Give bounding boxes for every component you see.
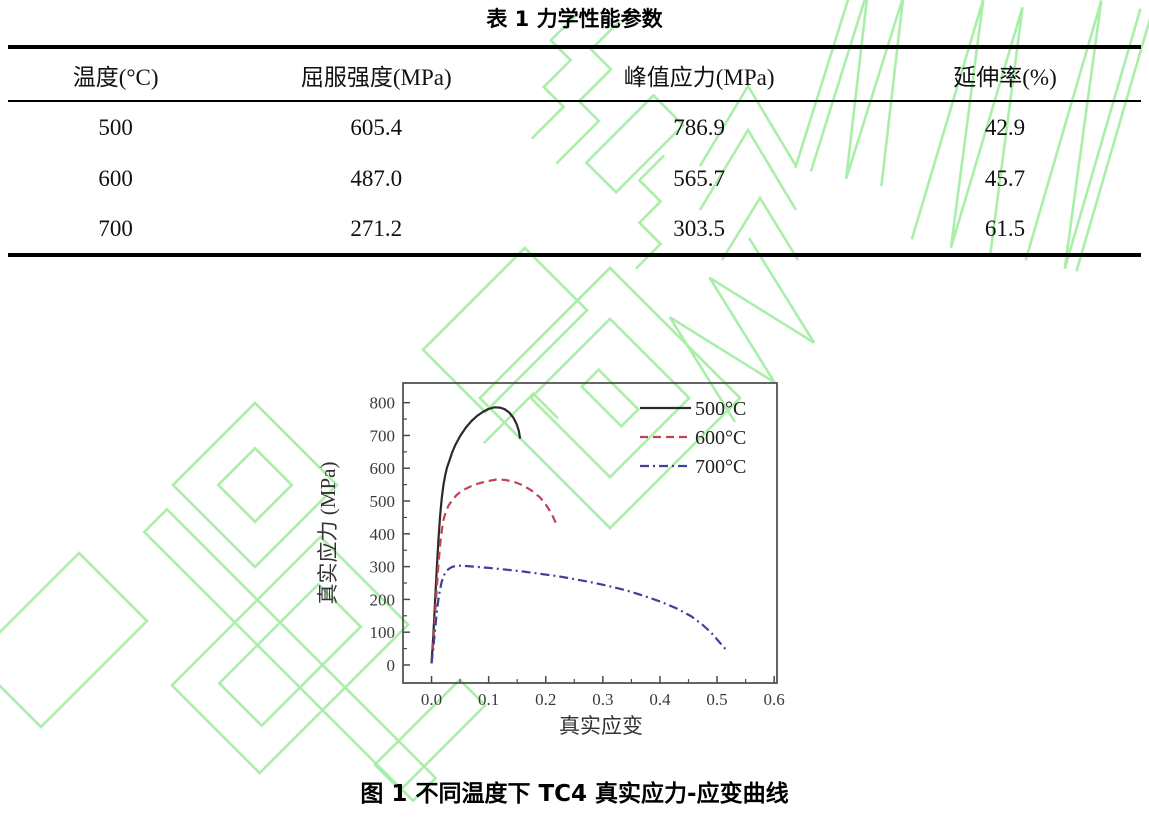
cell-peak-stress: 303.5 bbox=[673, 215, 725, 241]
cell-temperature: 600 bbox=[98, 165, 133, 191]
figure-caption: 图 1 不同温度下 TC4 真实应力-应变曲线 bbox=[360, 781, 789, 807]
legend-label: 500°C bbox=[695, 398, 746, 420]
cell-yield-strength: 271.2 bbox=[350, 215, 403, 241]
x-tick-label: 0.0 bbox=[421, 690, 442, 709]
stress-strain-chart: 0.0 0.1 0.2 0.3 0.4 0.5 0.6 0 100 200 300 400 500 600… bbox=[303, 373, 813, 773]
y-axis-label: 真实应力 (MPa) bbox=[316, 462, 340, 605]
x-tick-label: 0.3 bbox=[592, 690, 613, 709]
cell-elongation: 45.7 bbox=[984, 165, 1026, 191]
series-curve-700°C bbox=[430, 564, 727, 664]
cell-temperature: 700 bbox=[98, 215, 133, 241]
x-tick-label: 0.2 bbox=[535, 690, 556, 709]
cell-peak-stress: 565.7 bbox=[673, 165, 725, 191]
y-tick-label: 0 bbox=[387, 656, 396, 675]
cell-yield-strength: 487.0 bbox=[350, 165, 403, 191]
cell-elongation: 61.5 bbox=[984, 215, 1026, 241]
cell-yield-strength: 605.4 bbox=[350, 114, 403, 140]
y-tick-label: 700 bbox=[370, 426, 396, 445]
x-tick-label: 0.6 bbox=[764, 690, 785, 709]
y-tick-label: 400 bbox=[370, 525, 396, 544]
table-rule-bottom bbox=[8, 253, 1141, 257]
column-header-temperature: 温度(°C) bbox=[72, 64, 159, 90]
y-tick-label: 800 bbox=[370, 394, 396, 413]
table-row: 600 487.0 565.7 45.7 bbox=[8, 153, 1141, 204]
cell-peak-stress: 786.9 bbox=[673, 114, 725, 140]
x-tick-label: 0.4 bbox=[649, 690, 671, 709]
x-tick-label: 0.5 bbox=[706, 690, 727, 709]
y-tick-label: 300 bbox=[370, 558, 396, 577]
cell-elongation: 42.9 bbox=[984, 114, 1026, 140]
y-tick-label: 200 bbox=[370, 590, 396, 609]
legend-label: 600°C bbox=[695, 427, 746, 449]
column-header-peak-stress: 峰值应力(MPa) bbox=[623, 64, 775, 90]
table-row: 500 605.4 786.9 42.9 bbox=[8, 102, 1141, 153]
chart-canvas: 0.0 0.1 0.2 0.3 0.4 0.5 0.6 0 100 200 300 400 500 600… bbox=[316, 382, 785, 738]
y-tick-label: 600 bbox=[370, 459, 396, 478]
series-curve-500°C bbox=[430, 406, 522, 664]
y-tick-label: 100 bbox=[370, 623, 396, 642]
table-header-row: 温度(°C) 屈服强度(MPa) 峰值应力(MPa) 延伸率(%) bbox=[8, 49, 1141, 100]
series-curve-600°C bbox=[430, 478, 560, 664]
legend-label: 700°C bbox=[695, 456, 746, 478]
column-header-elongation: 延伸率(%) bbox=[953, 64, 1057, 90]
column-header-yield-strength: 屈服强度(MPa) bbox=[300, 64, 452, 90]
table-row: 700 271.2 303.5 61.5 bbox=[8, 204, 1141, 253]
cell-temperature: 500 bbox=[98, 114, 133, 140]
x-axis-label: 真实应变 bbox=[559, 714, 643, 738]
x-tick-label: 0.1 bbox=[478, 690, 499, 709]
y-tick-label: 500 bbox=[370, 492, 396, 511]
table-title: 表 1 力学性能参数 bbox=[486, 7, 663, 31]
